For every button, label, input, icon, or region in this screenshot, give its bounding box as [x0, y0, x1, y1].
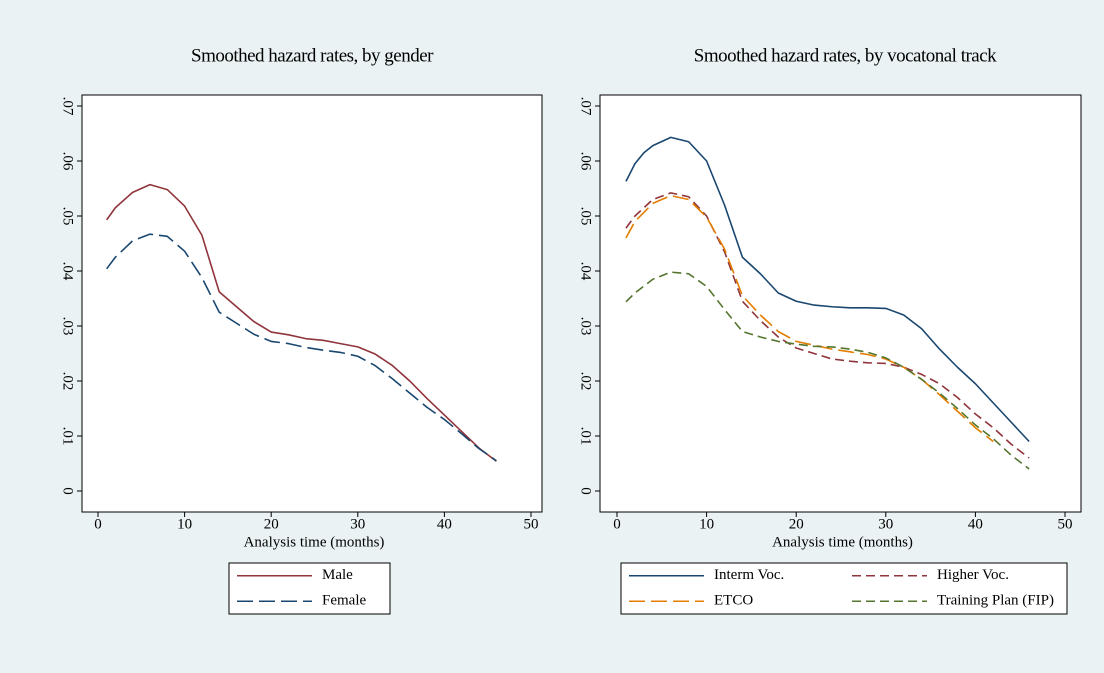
- y-tick-label: .02: [60, 372, 76, 391]
- y-tick-label: .02: [578, 372, 594, 391]
- legend-label: Interm Voc.: [714, 567, 784, 583]
- plot-region: [81, 94, 543, 513]
- x-tick-label: 20: [789, 516, 804, 532]
- chart-title: Smoothed hazard rates, by gender: [191, 45, 434, 66]
- legend-label: ETCO: [714, 593, 753, 609]
- legend-label: Female: [322, 593, 366, 609]
- legend-box: [620, 562, 1068, 615]
- x-tick-label: 10: [177, 516, 192, 532]
- y-tick-label: .06: [578, 152, 594, 171]
- x-tick-label: 30: [878, 516, 893, 532]
- y-tick-label: 0: [578, 487, 594, 495]
- y-tick-label: .01: [578, 427, 594, 446]
- x-tick-label: 0: [613, 516, 621, 532]
- legend-box: [228, 562, 391, 615]
- y-tick-label: .05: [578, 207, 594, 226]
- y-tick-label: .03: [578, 317, 594, 336]
- x-axis-label: Analysis time (months): [772, 534, 913, 550]
- x-tick-label: 50: [524, 516, 539, 532]
- y-tick-label: .01: [60, 427, 76, 446]
- x-tick-label: 20: [264, 516, 279, 532]
- x-tick-label: 40: [968, 516, 983, 532]
- x-axis-label: Analysis time (months): [244, 534, 385, 550]
- y-tick-label: .05: [60, 207, 76, 226]
- y-tick-label: .07: [578, 97, 594, 116]
- series-line: [625, 136, 1030, 443]
- legend-label: Training Plan (FIP): [937, 593, 1054, 609]
- x-tick-label: 10: [699, 516, 714, 532]
- y-tick-label: .04: [60, 262, 76, 281]
- plot-region: [599, 94, 1082, 513]
- y-tick-label: .07: [60, 97, 76, 116]
- x-tick-label: 30: [350, 516, 365, 532]
- chart-title: Smoothed hazard rates, by vocatonal trac…: [694, 45, 997, 66]
- x-tick-label: 40: [437, 516, 452, 532]
- y-tick-label: .03: [60, 317, 76, 336]
- series-line: [625, 192, 1030, 459]
- series-line: [106, 183, 497, 462]
- x-tick-label: 50: [1058, 516, 1073, 532]
- legend-label: Higher Voc.: [937, 567, 1009, 583]
- legend-label: Male: [322, 567, 353, 583]
- x-tick-label: 0: [94, 516, 102, 532]
- series-line: [106, 233, 497, 462]
- y-tick-label: .06: [60, 152, 76, 171]
- y-tick-label: 0: [60, 487, 76, 495]
- y-tick-label: .04: [578, 262, 594, 281]
